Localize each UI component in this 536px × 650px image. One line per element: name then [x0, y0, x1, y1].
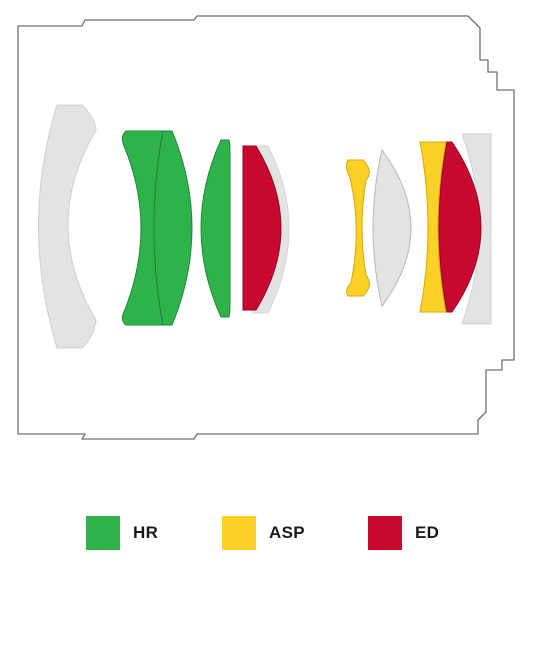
hr-label: HR — [133, 523, 159, 542]
asp-swatch — [222, 516, 256, 550]
lens-element-front-meniscus — [38, 104, 97, 349]
legend: HR ASP ED — [0, 515, 536, 551]
legend-item-asp: ASP — [222, 515, 305, 551]
lens-element-ed-2 — [438, 141, 482, 313]
lens-element-grey-3 — [372, 148, 412, 308]
lens-element-asp-1 — [345, 159, 370, 297]
asp-label: ASP — [269, 523, 305, 542]
ed-swatch — [368, 516, 402, 550]
ed-label: ED — [415, 523, 440, 542]
legend-item-hr: HR — [86, 515, 158, 551]
lens-housing-outline — [17, 15, 515, 440]
lens-element-hr-3 — [200, 139, 231, 318]
lens-element-hr-2 — [153, 130, 193, 326]
hr-swatch — [86, 516, 120, 550]
lens-element-asp-2 — [419, 141, 447, 313]
lens-element-ed-1 — [242, 145, 282, 311]
legend-item-ed: ED — [368, 515, 439, 551]
